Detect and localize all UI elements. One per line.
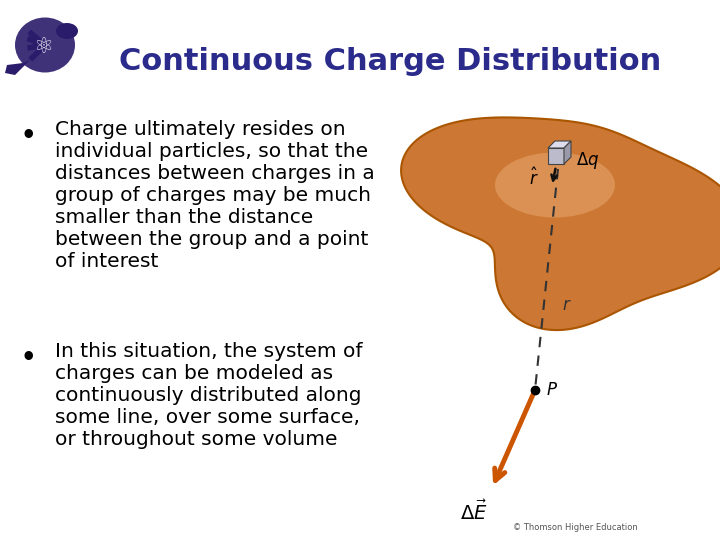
Text: smaller than the distance: smaller than the distance [55, 208, 313, 227]
Text: $\Delta\vec{E}$: $\Delta\vec{E}$ [460, 500, 488, 524]
Ellipse shape [495, 152, 615, 218]
Text: individual particles, so that the: individual particles, so that the [55, 142, 368, 161]
Ellipse shape [15, 17, 75, 72]
Text: of interest: of interest [55, 252, 158, 271]
Text: •: • [20, 124, 36, 148]
Text: © Thomson Higher Education: © Thomson Higher Education [513, 523, 637, 531]
Polygon shape [564, 141, 571, 164]
Text: group of charges may be much: group of charges may be much [55, 186, 371, 205]
Text: Charge ultimately resides on: Charge ultimately resides on [55, 120, 346, 139]
Text: some line, over some surface,: some line, over some surface, [55, 408, 360, 427]
Text: $\hat{r}$: $\hat{r}$ [529, 167, 539, 189]
Text: $\Delta q$: $\Delta q$ [576, 150, 599, 171]
Ellipse shape [56, 23, 78, 39]
Polygon shape [548, 148, 564, 164]
Polygon shape [401, 117, 720, 330]
Polygon shape [5, 60, 30, 75]
Text: •: • [20, 346, 36, 370]
Text: distances between charges in a: distances between charges in a [55, 164, 374, 183]
Text: charges can be modeled as: charges can be modeled as [55, 364, 333, 383]
Text: ⚛: ⚛ [33, 37, 53, 57]
Polygon shape [548, 141, 571, 148]
Text: between the group and a point: between the group and a point [55, 230, 369, 249]
Text: or throughout some volume: or throughout some volume [55, 430, 338, 449]
Text: Continuous Charge Distribution: Continuous Charge Distribution [119, 48, 661, 77]
Text: continuously distributed along: continuously distributed along [55, 386, 361, 405]
Text: r: r [562, 296, 569, 314]
Text: In this situation, the system of: In this situation, the system of [55, 342, 362, 361]
Text: P: P [547, 381, 557, 399]
